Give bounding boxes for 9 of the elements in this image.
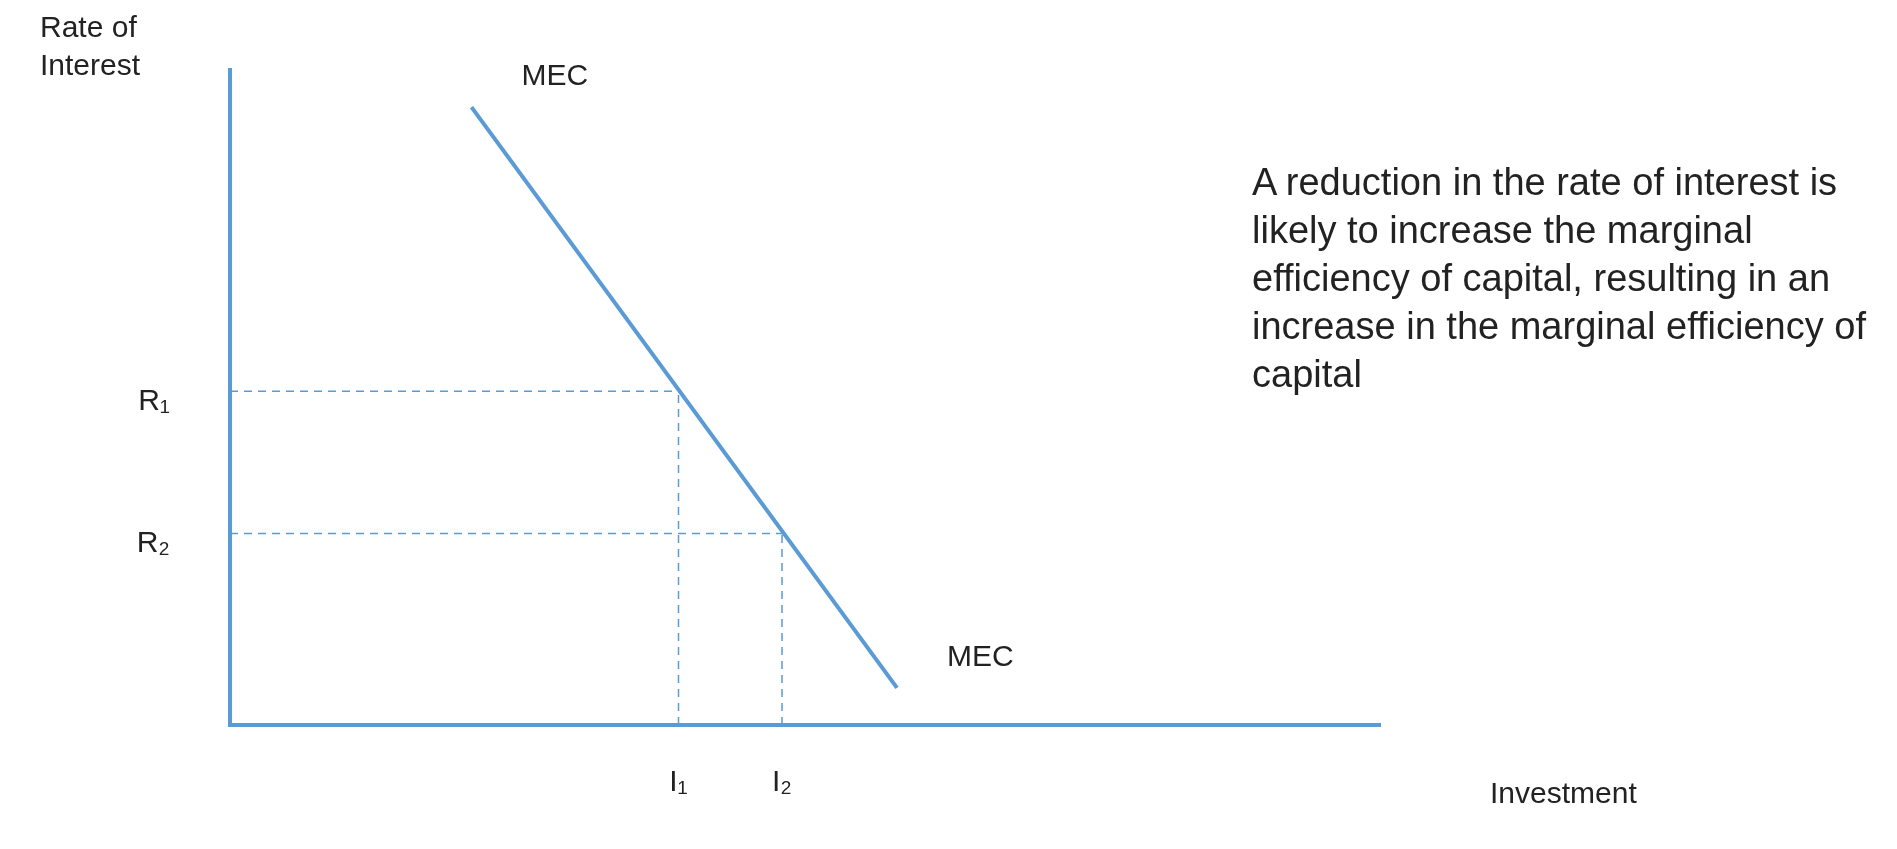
x-axis-title: Investment xyxy=(1490,776,1638,810)
y-axis-title: Rate of Interest xyxy=(40,9,142,83)
x-tick-label: I₁ xyxy=(669,764,688,798)
annotation: A reduction in the rate of interest is likely to increase the marginal efficiency of capital, resulting in an increase in the marginal efficiency of capital xyxy=(1252,160,1867,397)
text: MEC xyxy=(947,639,1014,673)
ref-line-label: R₁ xyxy=(138,382,170,416)
series-label: MEC xyxy=(521,58,589,92)
x-tick-label: I₂ xyxy=(772,764,792,798)
ref-line-label: R₂ xyxy=(136,524,170,558)
